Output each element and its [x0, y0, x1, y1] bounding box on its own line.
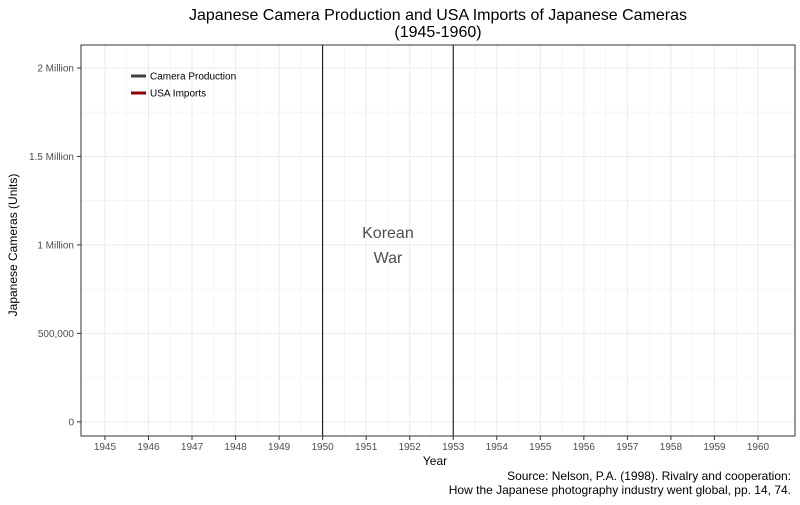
- caption-line: Source: Nelson, P.A. (1998). Rivalry and…: [507, 469, 791, 483]
- x-axis-title: Year: [423, 454, 447, 468]
- chart-title: Japanese Camera Production and USA Impor…: [189, 7, 687, 24]
- x-tick-label: 1946: [137, 442, 160, 453]
- source-caption: Source: Nelson, P.A. (1998). Rivalry and…: [449, 469, 791, 497]
- legend: Camera Production USA Imports: [131, 72, 236, 100]
- x-tick-label: 1957: [616, 442, 639, 453]
- plot-panel-border: [80, 44, 796, 437]
- x-tick-label: 1951: [355, 442, 378, 453]
- x-tick-label: 1956: [573, 442, 596, 453]
- x-tick-label: 1959: [703, 442, 726, 453]
- y-tick-label: 0: [68, 417, 74, 428]
- reference-lines: [322, 45, 454, 436]
- x-tick-label: 1958: [660, 442, 683, 453]
- x-tick-label: 1952: [399, 442, 422, 453]
- chart-subtitle: (1945-1960): [394, 24, 481, 41]
- y-axis: 0 500,000 1 Million 1.5 Million 2 Million: [29, 64, 81, 428]
- x-tick-label: 1950: [312, 442, 335, 453]
- x-tick-label: 1947: [181, 442, 204, 453]
- y-axis-title: Japanese Cameras (Units): [6, 174, 20, 317]
- legend-label-usa-imports: USA Imports: [150, 89, 206, 100]
- y-tick-label: 1 Million: [37, 240, 74, 251]
- x-tick-label: 1955: [529, 442, 552, 453]
- korean-war-annotation: Korean War: [362, 225, 414, 267]
- annotation-line: War: [374, 250, 403, 267]
- y-tick-label: 1.5 Million: [29, 152, 74, 163]
- x-tick-label: 1949: [268, 442, 291, 453]
- x-tick-label: 1954: [486, 442, 509, 453]
- x-tick-label: 1948: [224, 442, 247, 453]
- x-tick-label: 1945: [94, 442, 117, 453]
- caption-line: How the Japanese photography industry we…: [449, 483, 791, 497]
- y-tick-label: 2 Million: [37, 64, 74, 75]
- x-axis: 1945 1946 1947 1948 1949 1950 1951 1952 1953 1954…: [94, 436, 770, 453]
- annotation-line: Korean: [362, 225, 414, 242]
- legend-label-camera-production: Camera Production: [150, 72, 236, 83]
- grid: [81, 45, 795, 436]
- x-tick-label: 1953: [442, 442, 465, 453]
- x-tick-label: 1960: [747, 442, 770, 453]
- y-tick-label: 500,000: [38, 329, 75, 340]
